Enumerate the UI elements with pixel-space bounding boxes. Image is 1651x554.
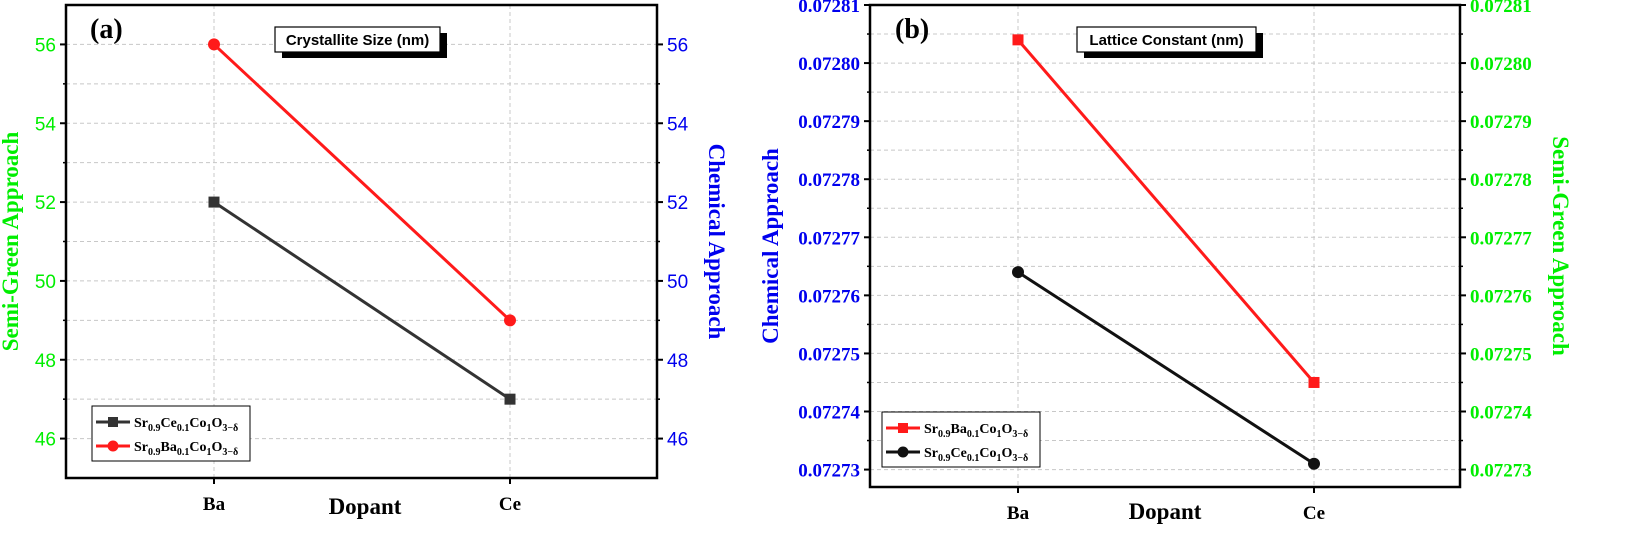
x-tick-label: Ce (1303, 503, 1325, 524)
series-line (1016, 38, 1316, 384)
series-line (213, 200, 511, 401)
x-tick-label: Ba (1007, 503, 1030, 524)
left-tick-label: 0.07280 (798, 54, 860, 75)
right-tick-label: 0.07275 (1470, 344, 1532, 365)
left-tick-label: 0.07279 (798, 112, 860, 133)
title-box (1076, 26, 1257, 53)
data-point-square (1308, 376, 1320, 388)
legend-entry: Sr0.9Ba0.1Co1O3−δ (924, 422, 1028, 440)
legend-entry: Sr0.9Ba0.1Co1O3−δ (134, 440, 238, 458)
left-tick-label: 48 (35, 351, 56, 372)
left-tick-label: 0.07281 (798, 0, 860, 17)
right-tick-label: 0.07278 (1470, 170, 1532, 191)
data-point-circle (504, 314, 516, 327)
plot-frame (868, 3, 1462, 489)
right-tick-label: 54 (667, 114, 689, 135)
left-tick-label: 56 (35, 35, 56, 56)
right-axis-title: Semi-Green Approach (1548, 136, 1573, 356)
legend-swatch-circle (897, 446, 909, 458)
data-point-square (504, 393, 516, 405)
legend-swatch-square (108, 417, 118, 427)
x-axis-title: Dopant (1129, 499, 1202, 524)
data-point-square (1012, 34, 1024, 46)
left-tick-label: 0.07277 (798, 228, 860, 249)
chart-panel-b: 0.07273 0.07273 0.07274 0.07274 0.07275 0.072… (758, 0, 1573, 524)
x-tick-label: Ce (499, 494, 521, 515)
right-tick-label: 48 (667, 351, 688, 372)
left-tick-label: 54 (35, 114, 57, 135)
right-tick-label: 0.07273 (1470, 461, 1532, 482)
left-tick-label: 0.07276 (798, 286, 860, 307)
right-tick-label: 0.07281 (1470, 0, 1532, 17)
right-axis-title: Chemical Approach (704, 144, 729, 340)
left-tick-label: 52 (35, 193, 56, 214)
right-tick-label: 50 (667, 272, 688, 293)
data-point-circle (1012, 266, 1024, 279)
right-tick-label: 0.07274 (1470, 403, 1532, 424)
chart-title: Lattice Constant (nm) (1089, 32, 1243, 49)
series-line (212, 43, 512, 322)
panel-label: (b) (895, 14, 929, 45)
data-point-square (208, 196, 220, 208)
legend-box (91, 405, 251, 462)
x-axis-title: Dopant (329, 494, 402, 519)
right-tick-label: 0.07276 (1470, 286, 1532, 307)
right-tick-label: 0.07277 (1470, 228, 1532, 249)
chart-panel-a: 46 46 48 48 50 50 52 52 54 54 56 56 Ba Ce Dopant Semi-G… (0, 3, 729, 519)
data-point-circle (1308, 457, 1320, 470)
title-box (274, 26, 441, 53)
legend-box (881, 411, 1041, 468)
legend-entry: Sr0.9Ce0.1Co1O3−δ (924, 446, 1028, 464)
series-line (1017, 270, 1315, 466)
right-tick-label: 0.07280 (1470, 54, 1532, 75)
x-tick-label: Ba (203, 494, 226, 515)
left-tick-label: 0.07274 (798, 403, 860, 424)
legend-swatch-square (898, 423, 908, 433)
right-tick-label: 52 (667, 193, 688, 214)
left-tick-label: 0.07278 (798, 170, 860, 191)
left-axis-title: Semi-Green Approach (0, 132, 23, 352)
left-tick-label: 46 (35, 430, 56, 451)
chart-title: Crystallite Size (nm) (286, 32, 429, 49)
right-tick-label: 56 (667, 35, 688, 56)
left-axis-title: Chemical Approach (758, 148, 783, 344)
left-tick-label: 50 (35, 272, 56, 293)
legend-swatch-circle (107, 440, 119, 452)
panel-label: (a) (90, 14, 123, 45)
right-tick-label: 0.07279 (1470, 112, 1532, 133)
right-tick-label: 46 (667, 430, 688, 451)
left-tick-label: 0.07273 (798, 461, 860, 482)
left-tick-label: 0.07275 (798, 344, 860, 365)
data-point-circle (208, 38, 220, 51)
legend-entry: Sr0.9Ce0.1Co1O3−δ (134, 416, 238, 434)
